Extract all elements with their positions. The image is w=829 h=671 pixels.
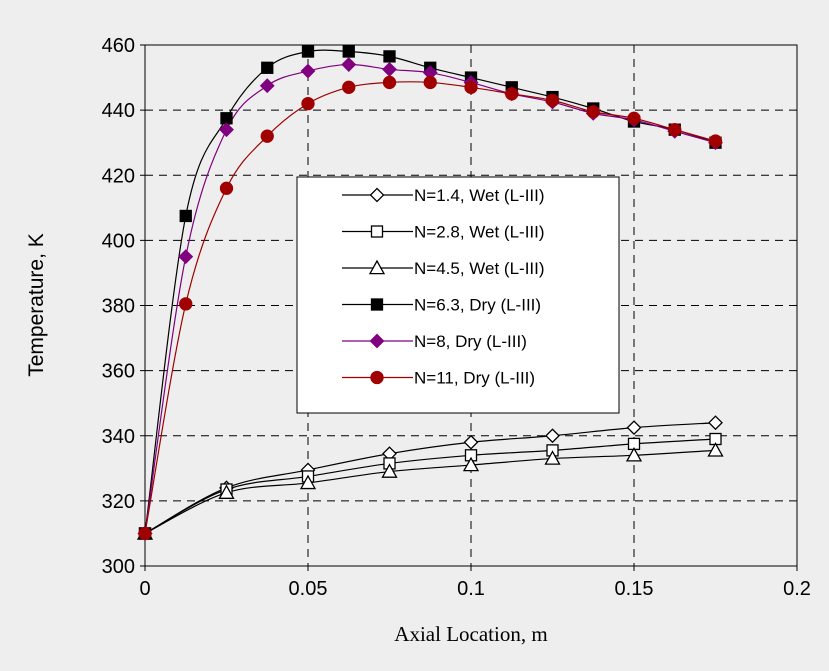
y-axis-title: Temperature, K: [25, 233, 48, 377]
legend-marker: [369, 333, 385, 349]
series-lines: [144, 49, 716, 534]
data-point: [464, 80, 478, 94]
data-point: [260, 129, 274, 143]
data-point: [668, 123, 682, 137]
y-tick-label: 400: [102, 230, 135, 252]
data-point: [708, 134, 723, 148]
x-tick-label: 0.1: [457, 578, 485, 600]
data-point: [301, 96, 315, 111]
data-point: [463, 434, 479, 450]
data-point: [625, 446, 643, 462]
data-point: [586, 105, 600, 119]
x-tick-label: 0.15: [615, 578, 654, 600]
data-point: [342, 80, 356, 94]
x-axis-title: Axial Location, m: [394, 622, 547, 646]
data-point: [381, 463, 398, 478]
data-point: [707, 442, 724, 457]
series-line: [144, 63, 716, 534]
legend-label: N=6.3, Dry (L-III): [414, 296, 541, 315]
data-point: [545, 93, 560, 108]
y-tick-label: 320: [102, 491, 135, 513]
y-tick-label: 440: [102, 100, 135, 122]
data-point: [300, 63, 316, 79]
axis-ticks: 300 320 340 360 380 400 420 440 460 0 0.05 0.1 0.15 0…: [102, 35, 811, 600]
data-point: [545, 428, 560, 444]
series-line: [144, 81, 716, 534]
y-tick-label: 360: [102, 361, 135, 383]
data-point: [626, 420, 642, 436]
data-point: [299, 474, 317, 490]
legend-marker: [370, 298, 384, 311]
legend-marker: [369, 187, 385, 203]
series-markers: [136, 45, 724, 541]
data-point: [544, 450, 561, 465]
data-point: [219, 122, 234, 138]
data-point: [261, 61, 274, 74]
x-tick-label: 0: [139, 578, 150, 600]
data-point: [627, 111, 641, 125]
data-point: [138, 526, 152, 541]
legend-marker: [368, 259, 386, 275]
data-point: [382, 75, 397, 90]
y-tick-label: 380: [102, 296, 135, 318]
data-point: [423, 75, 437, 90]
x-tick-label: 0.05: [289, 578, 328, 600]
data-point: [505, 87, 519, 101]
legend: N=1.4, Wet (L-III) N=2.8, Wet (L-III) N=4.…: [296, 176, 620, 414]
legend-label: N=1.4, Wet (L-III): [414, 186, 545, 205]
data-point: [179, 297, 193, 311]
legend-label: N=4.5, Wet (L-III): [414, 259, 545, 278]
data-point: [301, 45, 315, 58]
data-point: [219, 181, 234, 195]
y-tick-label: 300: [102, 556, 135, 578]
data-point: [341, 57, 357, 72]
data-point: [259, 78, 275, 94]
legend-marker: [370, 370, 384, 385]
data-point: [383, 50, 396, 63]
series-line: [144, 422, 716, 534]
y-tick-label: 420: [102, 165, 135, 187]
legend-box: [296, 176, 620, 414]
data-point: [462, 456, 480, 472]
series-line: [144, 438, 716, 534]
y-tick-label: 340: [102, 426, 135, 448]
legend-marker: [370, 225, 384, 238]
legend-label: N=8, Dry (L-III): [414, 332, 527, 351]
data-point: [218, 484, 235, 499]
y-tick-label: 460: [102, 35, 135, 57]
data-point: [220, 112, 233, 125]
data-point: [178, 249, 194, 265]
legend-label: N=11, Dry (L-III): [414, 369, 535, 388]
data-point: [179, 209, 192, 223]
data-point: [342, 45, 355, 58]
x-tick-label: 0.2: [783, 578, 811, 600]
series-line: [144, 449, 716, 534]
legend-label: N=2.8, Wet (L-III): [414, 223, 545, 242]
data-point: [708, 415, 723, 431]
